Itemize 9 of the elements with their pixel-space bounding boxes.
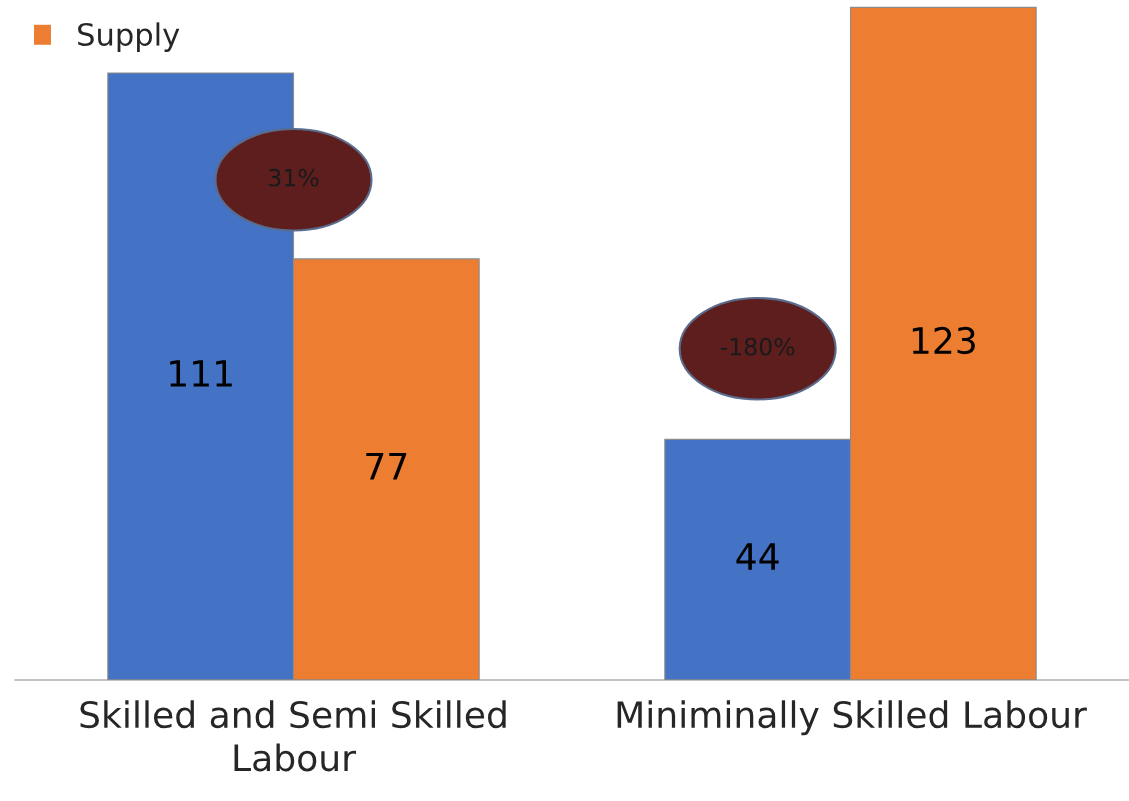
data-label: 111 — [170, 360, 232, 387]
data-label: 123 — [912, 326, 975, 355]
legend-label: Supply — [78, 22, 180, 52]
x-tick-label: Skilled and Semi Skilled Labour — [80, 700, 506, 772]
x-tick-label: Miniminally Skilled Labour — [617, 700, 1087, 736]
data-label: 44 — [736, 543, 779, 570]
data-label: 77 — [366, 453, 407, 480]
annotation: -180% — [720, 337, 795, 356]
annotation: 31% — [269, 168, 319, 187]
